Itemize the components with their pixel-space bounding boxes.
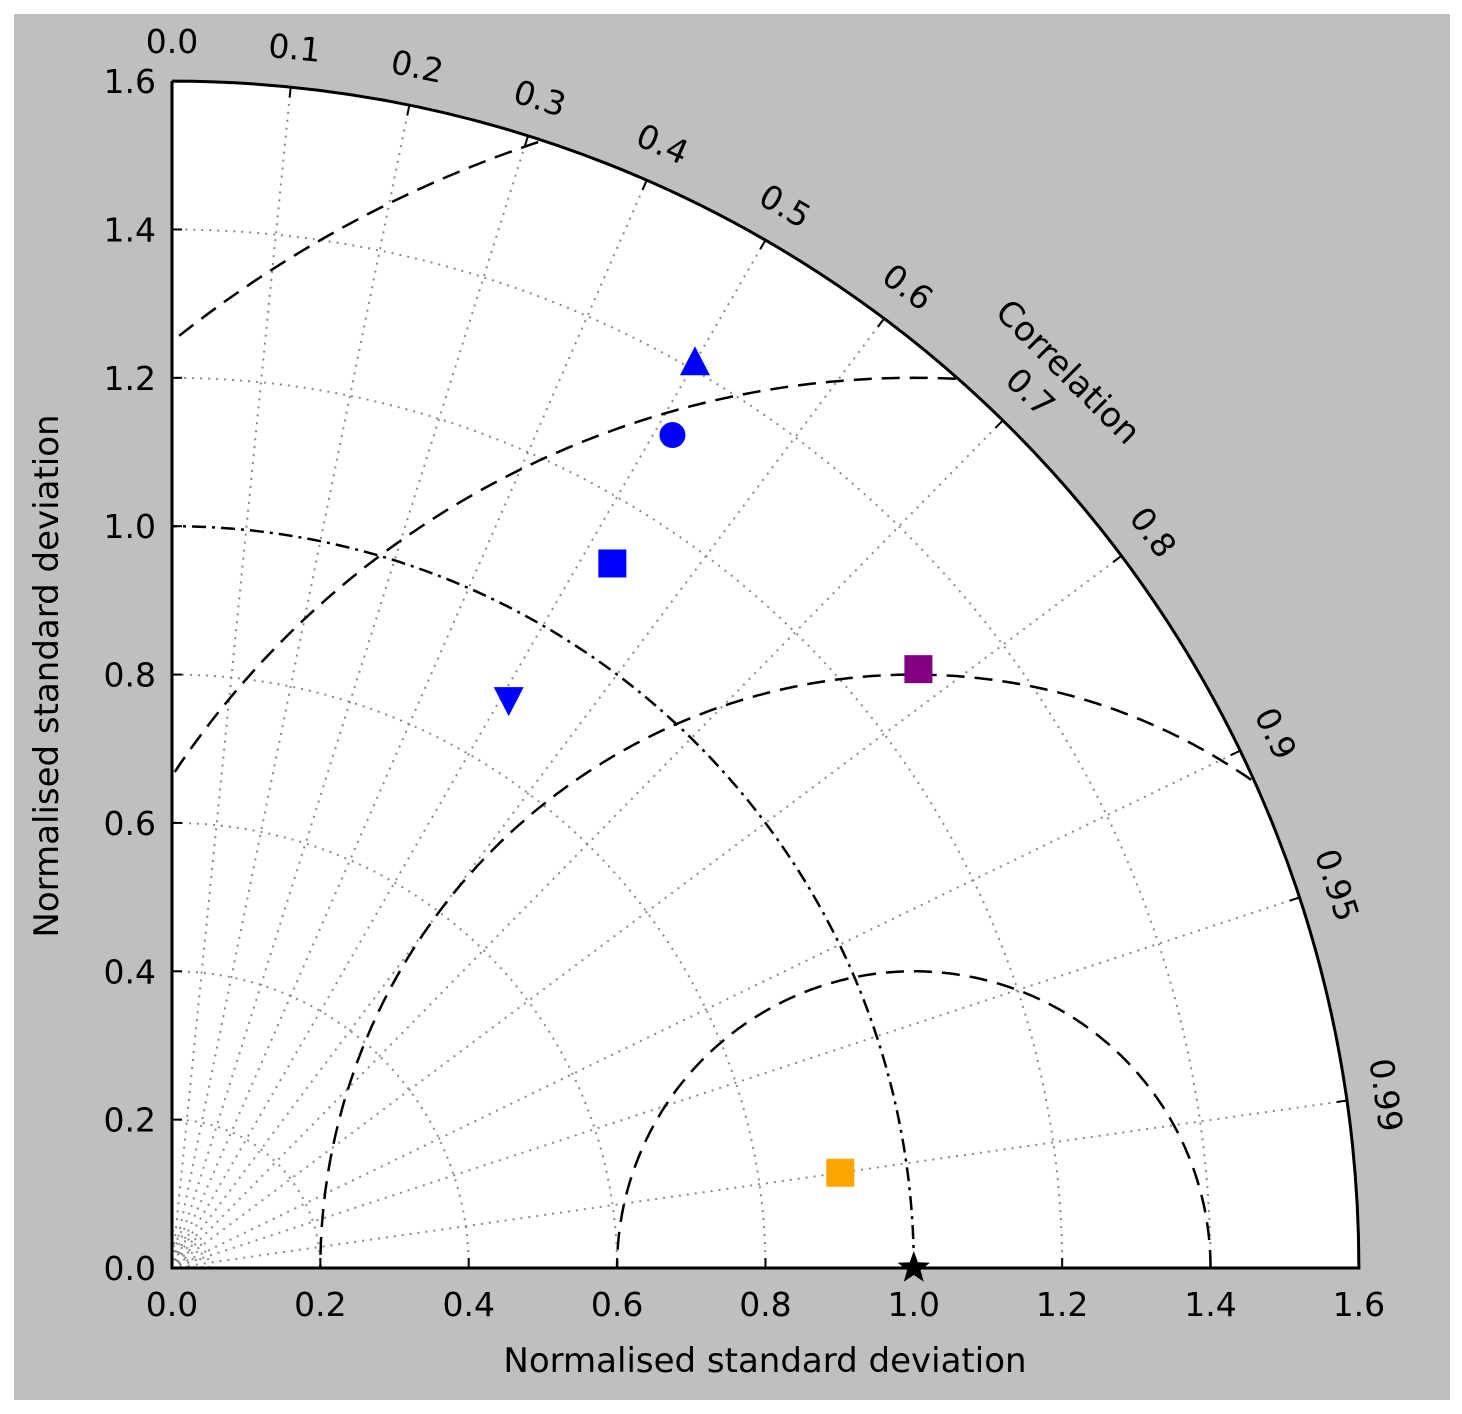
correlation-tick-mark bbox=[759, 239, 767, 250]
y-tick-label: 0.6 bbox=[104, 804, 156, 843]
data-point-square bbox=[598, 549, 627, 578]
correlation-tick-mark bbox=[523, 135, 530, 146]
y-tick-label: 1.0 bbox=[104, 507, 156, 546]
data-point-square bbox=[826, 1158, 855, 1187]
reference-point-star bbox=[897, 1251, 930, 1282]
std-grid-arc bbox=[171, 1118, 322, 1269]
y-tick-label: 0.0 bbox=[104, 1249, 156, 1288]
correlation-tick-mark bbox=[994, 419, 1004, 429]
plot-background bbox=[172, 81, 1359, 1269]
rms-contour bbox=[319, 673, 1252, 1268]
correlation-grid-line bbox=[171, 179, 648, 1269]
std-grid-arc bbox=[171, 228, 1212, 1269]
correlation-grid-line bbox=[171, 555, 1123, 1269]
rms-contour bbox=[178, 140, 539, 337]
correlation-grid-line bbox=[171, 749, 1241, 1269]
std-grid-arc bbox=[171, 821, 619, 1269]
data-point-square bbox=[904, 655, 933, 684]
correlation-tick-label: 0.1 bbox=[267, 26, 323, 70]
correlation-tick-mark bbox=[1289, 896, 1300, 902]
std-grid-arc bbox=[171, 1237, 203, 1269]
x-tick-label: 0.2 bbox=[294, 1285, 346, 1324]
rms-contours bbox=[172, 140, 1252, 1268]
correlation-grid-line bbox=[171, 317, 885, 1269]
x-tick-label: 0.8 bbox=[739, 1285, 791, 1324]
axes-frame bbox=[170, 79, 1361, 1270]
correlation-grid-line bbox=[171, 239, 767, 1269]
correlation-tick-mark bbox=[877, 317, 885, 328]
std-grid-arc bbox=[171, 970, 470, 1269]
correlation-grid-line bbox=[171, 135, 530, 1269]
correlation-tick-mark bbox=[1336, 1099, 1348, 1104]
plot-area: 0.00.00.20.20.40.40.60.60.80.81.01.01.21… bbox=[104, 22, 1411, 1324]
data-point-triangle-up bbox=[679, 346, 710, 376]
correlation-grid-line bbox=[171, 896, 1300, 1269]
correlation-tick-mark bbox=[1112, 555, 1123, 563]
std-grid-arc bbox=[171, 1244, 196, 1269]
correlation-grid-line bbox=[171, 104, 411, 1269]
rms-contour bbox=[615, 970, 1212, 1268]
x-axis-label: Normalised standard deviation bbox=[503, 1341, 1026, 1381]
std-grid-arc bbox=[171, 376, 1064, 1269]
correlation-tick-mark bbox=[1230, 749, 1241, 757]
y-axis-label: Normalised standard deviation bbox=[27, 414, 67, 937]
x-tick-label: 1.4 bbox=[1184, 1285, 1236, 1324]
correlation-grid-line bbox=[171, 86, 292, 1269]
x-tick-label: 1.2 bbox=[1036, 1285, 1088, 1324]
x-tick-label: 0.6 bbox=[591, 1285, 643, 1324]
rms-contour bbox=[172, 376, 956, 775]
x-tick-label: 0.4 bbox=[442, 1285, 494, 1324]
y-tick-label: 1.2 bbox=[104, 359, 156, 398]
data-point-circle bbox=[659, 422, 686, 449]
y-tick-label: 1.6 bbox=[104, 62, 156, 101]
data-point-triangle-down bbox=[493, 687, 524, 717]
y-tick-label: 1.4 bbox=[104, 210, 156, 249]
x-tick-label: 1.0 bbox=[888, 1285, 940, 1324]
correlation-tick-mark bbox=[641, 179, 648, 191]
y-tick-label: 0.8 bbox=[104, 656, 156, 695]
correlation-tick-mark bbox=[406, 104, 411, 116]
correlation-grid-line bbox=[171, 419, 1004, 1269]
y-tick-label: 0.4 bbox=[104, 952, 156, 991]
correlation-tick-mark bbox=[288, 86, 292, 98]
reference-std-arc bbox=[171, 524, 916, 1269]
x-tick-label: 1.6 bbox=[1333, 1285, 1385, 1324]
y-tick-label: 0.2 bbox=[104, 1101, 156, 1140]
correlation-tick-label: 0.0 bbox=[146, 22, 198, 61]
x-tick-label: 0.0 bbox=[146, 1285, 198, 1324]
correlation-grid-line bbox=[171, 1099, 1348, 1269]
